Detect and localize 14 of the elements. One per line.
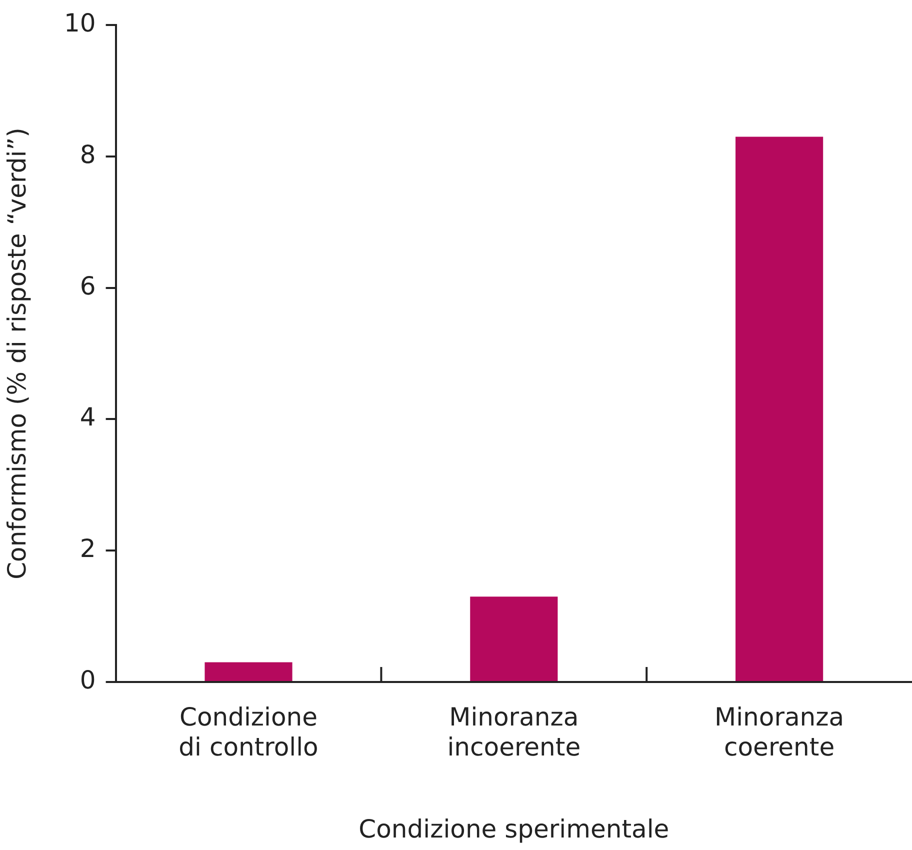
y-tick-label: 0 (80, 666, 96, 694)
y-axis-title: Conformismo (% di risposte “verdi”) (2, 128, 32, 580)
y-tick-label: 10 (64, 8, 96, 38)
x-tick-label: Condizione di controllo (178, 702, 318, 762)
bar (204, 662, 292, 681)
y-tick-label: 6 (80, 271, 96, 300)
x-tick-label: Minoranza incoerente (447, 702, 581, 762)
y-tick-label: 2 (80, 534, 96, 564)
y-tick-label: 8 (80, 140, 96, 169)
bar (736, 136, 824, 681)
x-axis-title: Condizione sperimentale (358, 814, 670, 844)
y-tick-label: 4 (80, 402, 96, 432)
x-tick-label: Minoranza coerente (714, 702, 844, 762)
bar (470, 596, 558, 681)
